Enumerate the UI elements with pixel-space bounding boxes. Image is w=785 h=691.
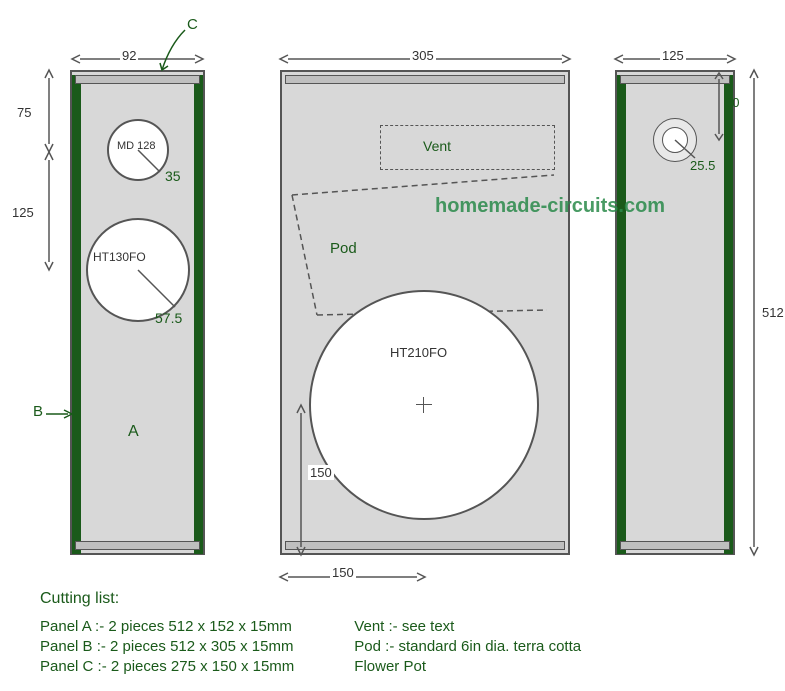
panel-left-strip-l [72, 75, 81, 554]
panel-left-cap-bot [75, 541, 200, 550]
list-item: Panel B :- 2 pieces 512 x 305 x 15mm [40, 638, 294, 655]
callout-b-arrow [46, 408, 74, 420]
panel-center-cap-top [285, 75, 565, 84]
panel-left-strip-r [194, 75, 203, 554]
list-item: Pod :- standard 6in dia. terra cotta [354, 638, 581, 655]
woofer-label: HT210FO [390, 345, 447, 360]
dim-center-bh-label: 150 [330, 565, 356, 580]
mid-label: HT130FO [93, 250, 146, 264]
woofer-cross-v [423, 397, 424, 413]
list-item: Flower Pot [354, 658, 581, 675]
watermark: homemade-circuits.com [435, 195, 665, 218]
dim-left-v2-label: 125 [10, 205, 36, 220]
mid-radius-label: 57.5 [155, 310, 182, 326]
dim-left-v1-label: 75 [15, 105, 33, 120]
dim-right-side-label: 512 [760, 305, 785, 320]
dim-left-top-label: 92 [120, 48, 138, 63]
panel-center-cap-bot [285, 541, 565, 550]
mid-radius-line [138, 270, 188, 310]
cutting-list: Cutting list: Panel A :- 2 pieces 512 x … [40, 590, 581, 678]
panel-right-strip-r [724, 75, 733, 554]
vent-label: Vent [423, 138, 451, 154]
dim-right-top-label: 125 [660, 48, 686, 63]
panel-right-strip-l [617, 75, 626, 554]
diagram-area: MD 128 35 HT130FO 57.5 92 75 125 C B A V… [10, 10, 775, 570]
list-item: Vent :- see text [354, 618, 581, 635]
vent-outline [380, 125, 555, 170]
pod-label: Pod [330, 240, 357, 257]
right-radius-label: 25.5 [690, 158, 715, 173]
dim-center-top-label: 305 [410, 48, 436, 63]
callout-a: A [128, 423, 139, 441]
cutting-list-right: Vent :- see text Pod :- standard 6in dia… [354, 618, 581, 678]
callout-c-arrow [160, 30, 190, 75]
tweeter-radius-label: 35 [165, 168, 181, 184]
dim-right-sv-label: 60 [725, 95, 739, 110]
dim-left-v1 [40, 70, 58, 152]
woofer-cross-h [416, 404, 432, 405]
list-item: Panel C :- 2 pieces 275 x 150 x 15mm [40, 658, 294, 675]
cutting-list-header: Cutting list: [40, 590, 581, 608]
dim-center-bv [292, 405, 310, 555]
dim-center-bv-label: 150 [308, 465, 334, 480]
panel-left-cap-top [75, 75, 200, 84]
dim-left-v2 [40, 152, 58, 270]
woofer-cutout [309, 290, 539, 520]
panel-right-cap-bot [620, 541, 730, 550]
list-item: Panel A :- 2 pieces 512 x 152 x 15mm [40, 618, 294, 635]
cutting-list-left: Panel A :- 2 pieces 512 x 152 x 15mm Pan… [40, 618, 294, 678]
callout-b: B [33, 403, 43, 420]
